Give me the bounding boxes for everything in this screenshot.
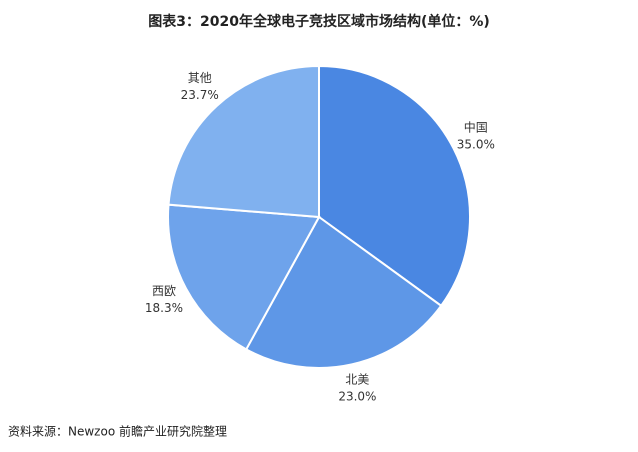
pie-slice (167, 64, 320, 219)
value-label: 23.7% (181, 88, 219, 102)
value-label: 23.0% (338, 389, 376, 403)
slice-label: 其他 (188, 71, 212, 85)
slice-label: 北美 (345, 372, 369, 386)
source-note: 资料来源：Newzoo 前瞻产业研究院整理 (8, 424, 227, 439)
value-label: 18.3% (145, 301, 183, 315)
slice-label: 中国 (464, 120, 488, 135)
pie-slice (167, 203, 321, 351)
pie-slice (244, 215, 443, 369)
pie-slice (318, 64, 471, 308)
slice-label: 西欧 (152, 284, 176, 298)
chart-title: 图表3：2020年全球电子竞技区域市场结构(单位：%) (148, 13, 490, 30)
value-label: 35.0% (457, 138, 495, 152)
